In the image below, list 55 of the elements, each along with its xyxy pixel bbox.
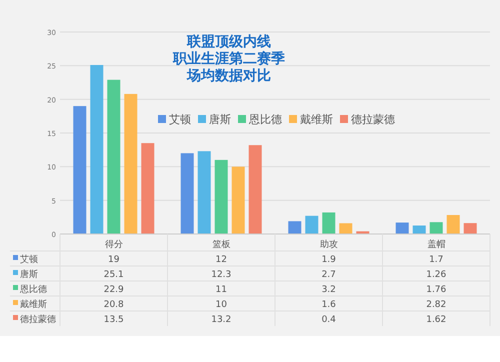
bar bbox=[339, 223, 352, 234]
text: 戴维斯 bbox=[20, 300, 47, 310]
legend-label: 戴维斯 bbox=[300, 113, 333, 126]
data-label: 1.62 bbox=[426, 315, 446, 325]
data-label: 13.5 bbox=[104, 315, 124, 325]
data-label: 1.26 bbox=[426, 270, 447, 280]
bar bbox=[305, 216, 318, 234]
bar bbox=[446, 215, 460, 234]
legend-label: 唐斯 bbox=[209, 113, 231, 126]
bar bbox=[73, 106, 86, 234]
data-label: 22.9 bbox=[104, 285, 124, 295]
x-tick-label: 篮板 bbox=[212, 239, 230, 250]
text: 艾顿 bbox=[20, 255, 38, 265]
data-label: 0.4 bbox=[322, 315, 336, 325]
bar bbox=[107, 80, 120, 234]
legend-label: 德拉蒙德 bbox=[351, 113, 395, 126]
data-label: 1.6 bbox=[322, 300, 336, 310]
bar bbox=[248, 145, 262, 234]
x-tick-label: 得分 bbox=[104, 239, 123, 250]
x-tick-label: 盖帽 bbox=[427, 239, 446, 250]
bar bbox=[198, 151, 211, 234]
bar bbox=[141, 143, 154, 234]
data-label: 1.7 bbox=[429, 255, 444, 265]
text: 恩比德 bbox=[20, 285, 47, 295]
bar bbox=[430, 222, 443, 234]
text: 德拉蒙德 bbox=[20, 315, 56, 325]
data-label: 1.76 bbox=[426, 285, 447, 295]
data-label: 12.3 bbox=[211, 270, 232, 280]
data-label: 13.2 bbox=[211, 315, 232, 325]
text: 职业生涯第二赛季场均数据对比 bbox=[172, 51, 286, 85]
data-label: 19 bbox=[108, 255, 120, 265]
bar bbox=[90, 64, 104, 234]
bar bbox=[396, 222, 409, 234]
data-label: 10 bbox=[216, 300, 228, 310]
bar bbox=[288, 221, 302, 234]
text: 唐斯 bbox=[20, 270, 38, 280]
data-label: 11 bbox=[216, 285, 227, 295]
data-label: 1.9 bbox=[322, 255, 336, 265]
chart-title: 联盟顶级内线 bbox=[186, 34, 272, 50]
bar bbox=[464, 223, 477, 234]
data-label: 2.7 bbox=[322, 270, 336, 280]
data-label: 12 bbox=[216, 255, 227, 265]
x-tick-label: 助攻 bbox=[320, 239, 338, 250]
data-label: 20.8 bbox=[104, 300, 124, 310]
legend-label: 恩比德 bbox=[248, 113, 282, 126]
bar bbox=[180, 153, 194, 234]
bar bbox=[412, 226, 426, 234]
data-label: 2.82 bbox=[426, 300, 446, 310]
legend-label: 艾顿 bbox=[169, 113, 191, 126]
bar bbox=[322, 212, 336, 234]
data-label: 3.2 bbox=[322, 285, 336, 295]
bar bbox=[232, 166, 245, 234]
bar bbox=[124, 94, 138, 234]
bar bbox=[214, 160, 228, 234]
data-label: 25.1 bbox=[104, 270, 124, 280]
